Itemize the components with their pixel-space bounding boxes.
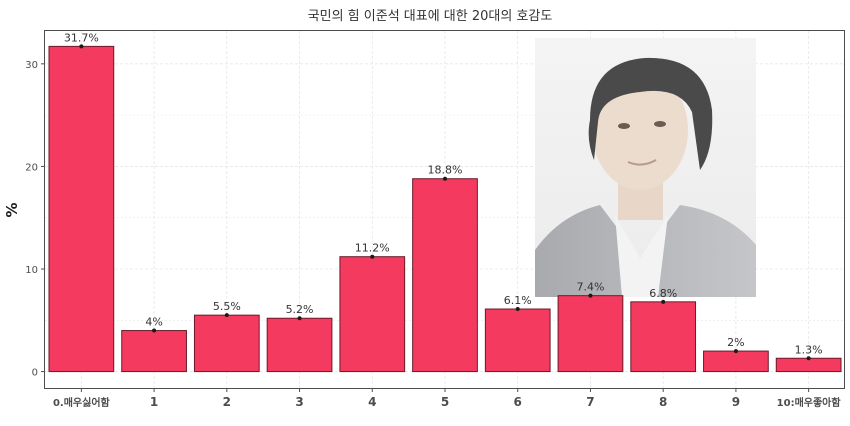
x-axis-ticks: 0.매우싫어함 1 2 3 4 5 6 7 8 9 10:매우좋아함 (53, 388, 841, 409)
bar (266, 317, 333, 373)
bar (703, 350, 769, 373)
bar (630, 301, 697, 373)
x-tick-label: 3 (295, 395, 303, 409)
y-tick-label: 10 (25, 265, 38, 276)
x-tick-label: 9 (732, 395, 740, 409)
bar-value-label: 18.8% (428, 164, 463, 177)
bar-point (152, 328, 157, 333)
x-tick-label: 10:매우좋아함 (777, 396, 842, 409)
bar (121, 330, 187, 373)
x-tick-label: 2 (223, 395, 231, 409)
bar-value-label: 5.2% (286, 303, 314, 316)
bar-point (224, 313, 229, 318)
x-tick-label: 6 (514, 395, 522, 409)
bar (775, 357, 842, 373)
x-tick-label: 1 (150, 395, 158, 409)
bar-value-label: 7.4% (576, 281, 604, 294)
x-tick-label: 7 (586, 395, 594, 409)
bar-value-label: 5.5% (213, 300, 241, 313)
bar-point (370, 254, 375, 259)
bar-value-label: 2% (727, 336, 744, 349)
panel-border (44, 30, 845, 389)
portrait-photo (535, 38, 756, 297)
y-tick-label: 30 (25, 60, 38, 71)
x-tick-label: 0.매우싫어함 (53, 396, 111, 409)
bar-point (733, 349, 738, 354)
y-tick-label: 20 (25, 162, 38, 173)
bar (193, 314, 260, 373)
bar-point (806, 356, 811, 361)
bar-point (661, 299, 666, 304)
bar-value-label: 11.2% (355, 242, 390, 255)
bar-value-label: 6.8% (649, 287, 677, 300)
bars (48, 44, 842, 373)
bar (484, 308, 551, 373)
y-axis-ticks: 0 10 20 30 (25, 60, 45, 379)
bar-point (588, 293, 593, 298)
bar (557, 295, 624, 373)
x-tick-label: 8 (659, 395, 667, 409)
y-tick-label: 0 (32, 368, 38, 379)
bar (339, 256, 406, 373)
bar-value-label: 31.7% (64, 31, 99, 44)
bar-value-label: 6.1% (504, 294, 532, 307)
bar-value-label: 1.3% (795, 343, 823, 356)
bar-value-label: 4% (145, 316, 162, 329)
bar (412, 178, 478, 373)
bar-point (443, 176, 447, 181)
x-tick-label: 4 (368, 395, 376, 409)
bar (48, 45, 115, 373)
x-tick-label: 5 (441, 395, 449, 409)
bar-point (79, 44, 84, 49)
chart-title: 국민의 힘 이준석 대표에 대한 20대의 호감도 (308, 9, 553, 24)
bar-point (515, 307, 520, 312)
y-axis-label: % (3, 202, 21, 217)
bar-value-labels: 31.7% 4% 5.5% 5.2% 11.2% 18.8% 6.1% 7.4% 6.8% 2% 1… (64, 31, 823, 356)
bar-point (297, 316, 302, 321)
